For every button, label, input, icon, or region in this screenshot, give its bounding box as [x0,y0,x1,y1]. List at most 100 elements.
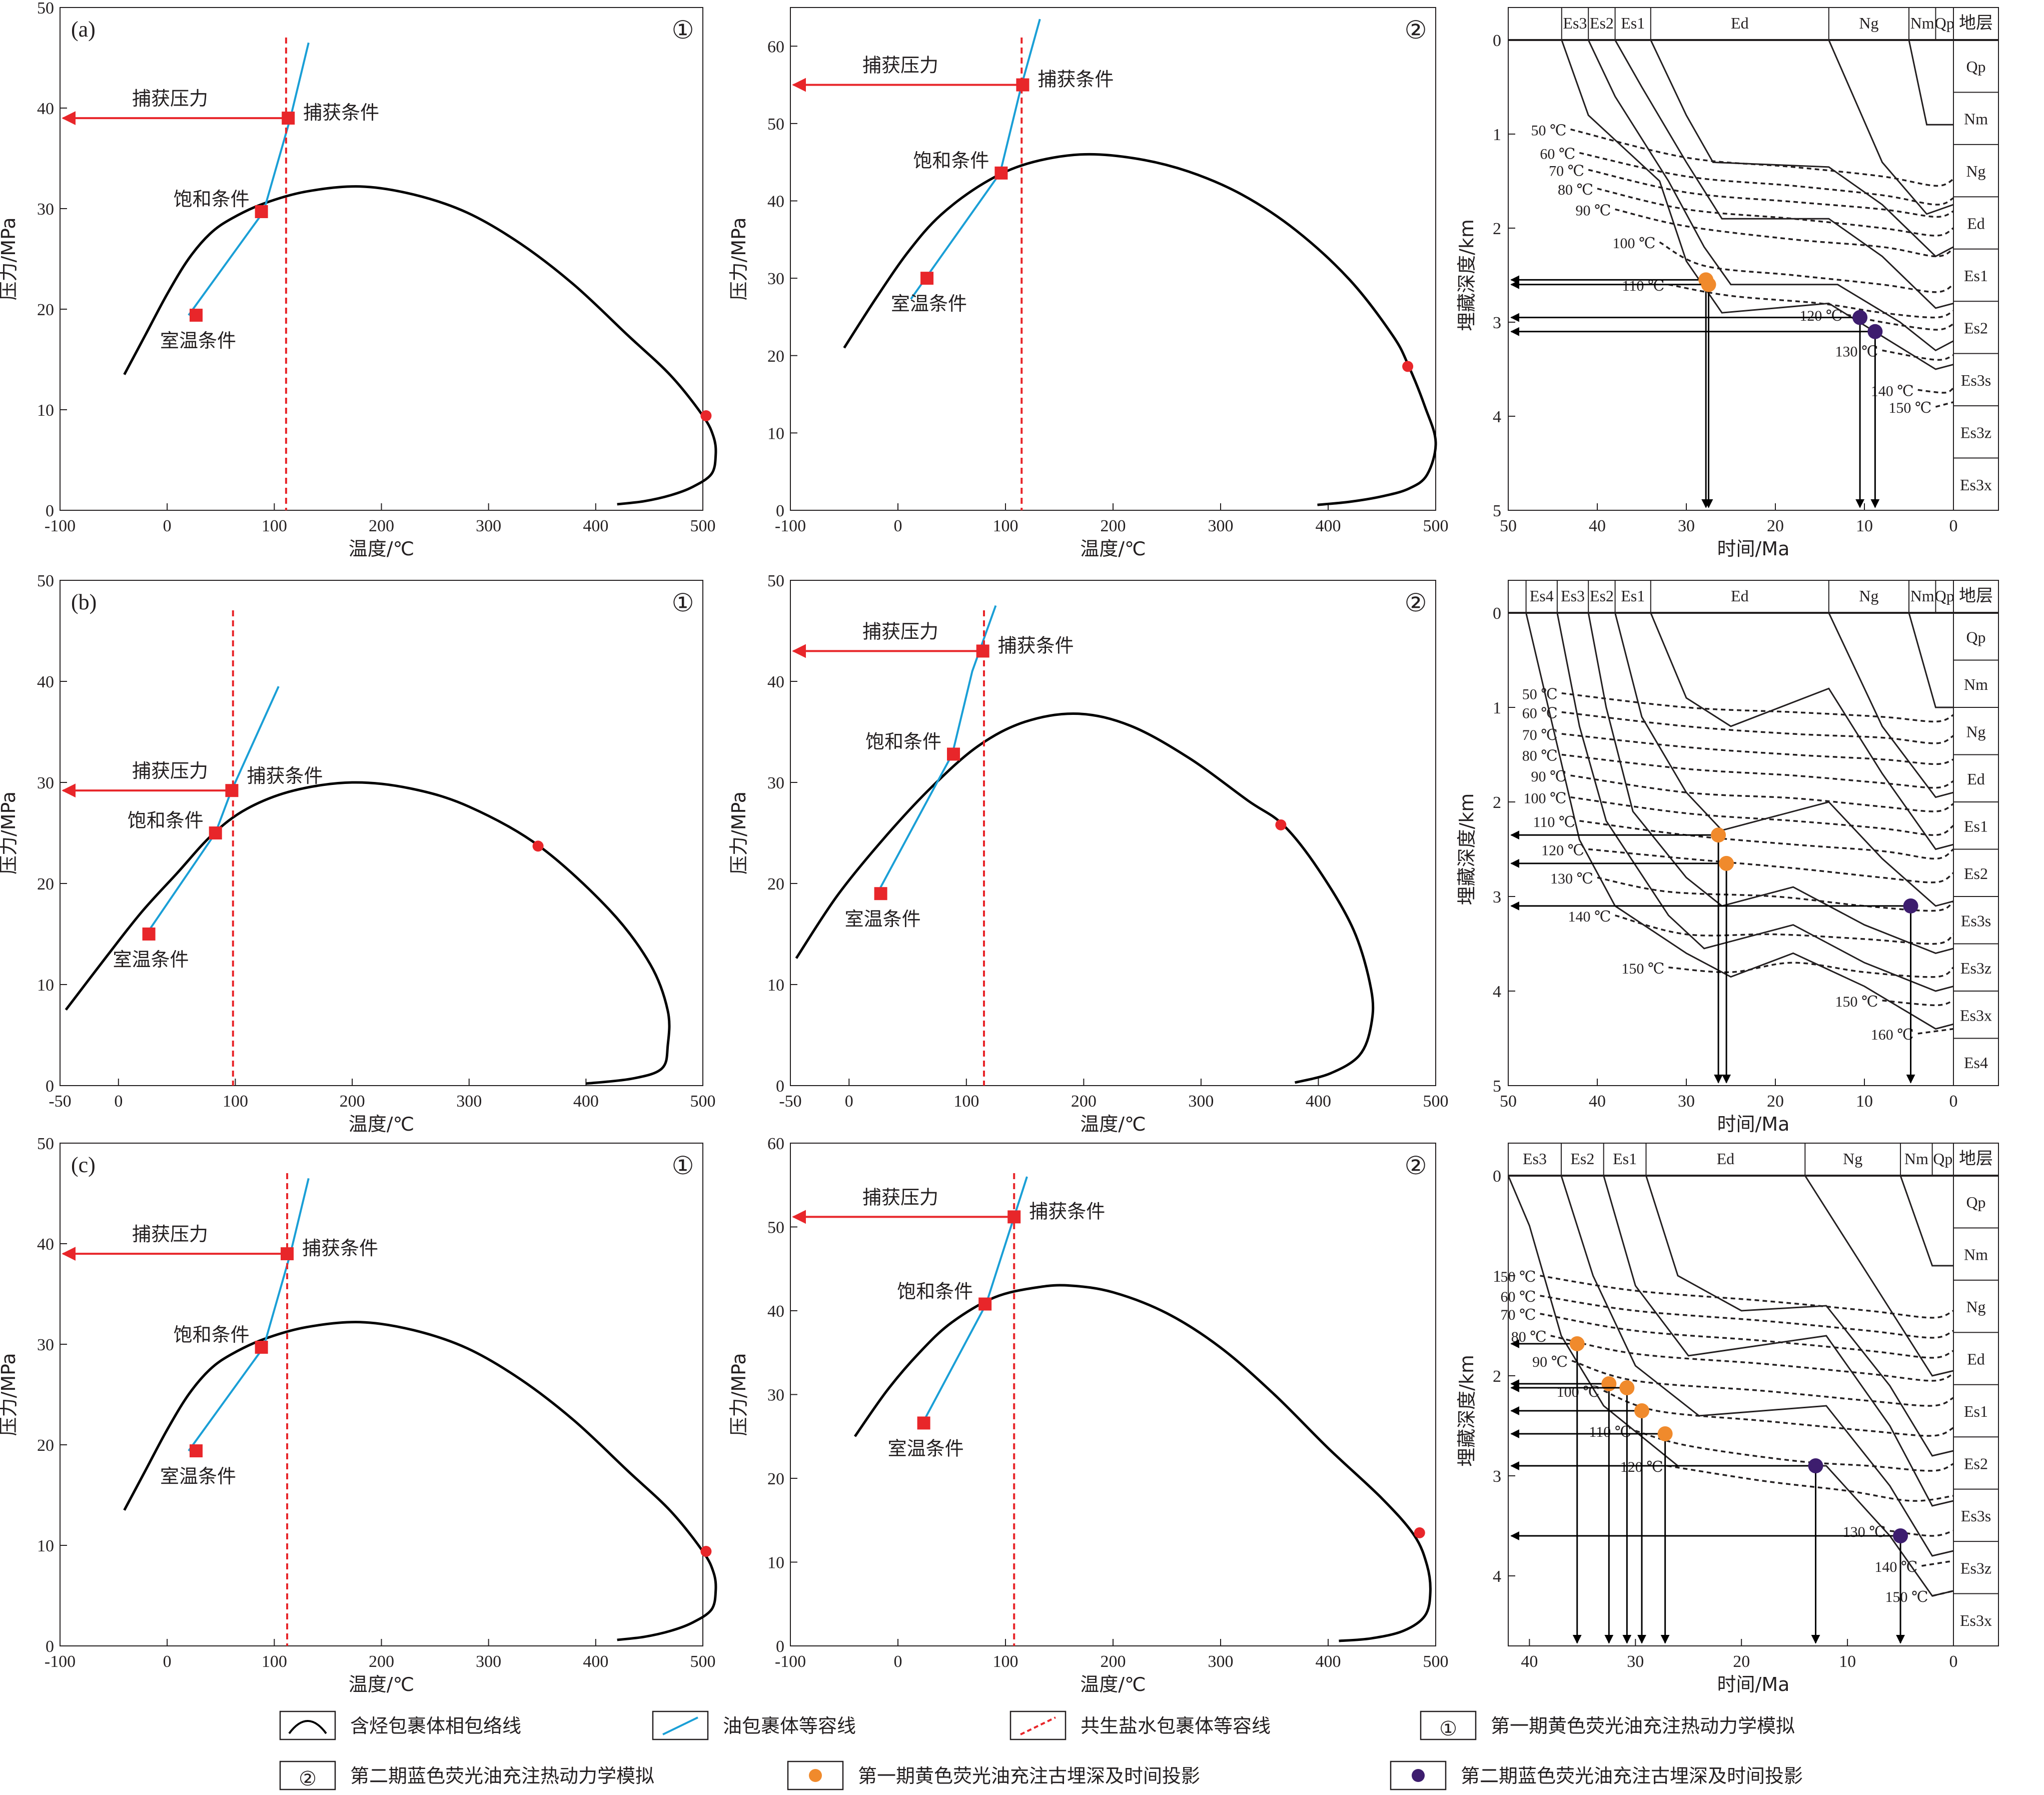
trap-condition-label: 捕获条件 [1038,69,1114,91]
legend-label: 第一期黄色荧光油充注古埋深及时间投影 [858,1765,1200,1787]
isotherm-line [1668,284,1954,319]
isotherm-line [1597,876,1954,912]
stratum-label: Es2 [1964,319,1988,337]
y-tick-label: 30 [37,774,54,792]
top-unit-label: Nm [1910,587,1934,605]
plot-frame [1508,7,1999,511]
room-label: 室温条件 [845,908,921,930]
isotherm-label: 60 ℃ [1522,705,1558,721]
stage2-charge-dot [1903,898,1918,914]
x-axis-label: 时间/Ma [1717,1673,1790,1695]
room-label: 室温条件 [113,949,189,971]
stage2-charge-dot [1852,310,1868,325]
x-tick-label: 40 [1521,1652,1538,1671]
stage1-charge-dot [1701,277,1716,292]
isotherm-label: 140 ℃ [1568,909,1611,925]
y-tick-label: 10 [37,401,54,420]
panel-label: (c) [71,1153,96,1177]
burial-horizon-line [1614,40,1954,309]
isotherm-line [1667,1465,1954,1502]
isotherm-label: 100 ℃ [1613,235,1656,252]
y-tick-label: 50 [767,115,784,134]
isotherm-label: 130 ℃ [1835,343,1878,360]
y-axis-label: 压力/MPa [0,1353,20,1436]
isotherm-label: 90 ℃ [1531,768,1567,785]
legend-label: 第二期蓝色荧光油充注热动力学模拟 [350,1765,654,1787]
top-unit-label: Qp [1935,587,1954,605]
isotherm-label: 150 ℃ [1885,1589,1928,1605]
x-axis-label: 温度/℃ [349,1113,414,1135]
legend: 含烃包裹体相包络线 油包裹体等容线 共生盐水包裹体等容线 ① 第一期黄色荧光油充注热动力… [279,1710,1803,1790]
y-tick-label: 50 [767,572,784,590]
y-tick-label: 50 [767,1219,784,1237]
isotherm-line [1603,1390,1954,1437]
trap-condition-label: 捕获条件 [303,102,379,124]
stratum-label: Es2 [1964,1454,1988,1472]
phase-envelope-line [65,781,671,1085]
isotherm-line [1882,349,1954,361]
room-label: 室温条件 [888,1437,964,1459]
burial-horizon-line [1828,40,1954,215]
legend-swatch-box [652,1710,709,1740]
stratum-label: Ed [1967,215,1985,233]
legend-label: 油包裹体等容线 [723,1715,856,1737]
stratum-label: Es3z [1960,1559,1991,1577]
burial-horizon-line [1645,1175,1954,1457]
x-tick-label: 0 [114,1092,123,1111]
isotherm-label: 150 ℃ [1888,400,1931,416]
y-tick-label: 1 [1493,699,1501,717]
burial-horizon-line [1556,612,1954,992]
trapping-point [1007,1210,1021,1224]
x-tick-label: 100 [993,517,1018,535]
x-tick-label: 100 [993,1652,1018,1671]
stratum-label: Qp [1966,628,1985,646]
x-tick-label: 50 [1500,1092,1517,1111]
x-tick-label: 500 [1423,1092,1449,1111]
y-tick-label: 60 [767,1135,784,1153]
legend-swatch-box [279,1760,336,1790]
x-tick-label: 0 [845,1092,853,1111]
top-unit-label: Nm [1910,14,1934,32]
stage1-charge-dot [1619,1380,1635,1395]
isotherm-label: 70 ℃ [1549,163,1584,179]
room-point [189,1444,203,1458]
saturation-label: 饱和条件 [913,150,989,172]
x-tick-label: 100 [953,1092,979,1111]
x-axis-label: 温度/℃ [1080,538,1146,560]
isotherm-label: 140 ℃ [1871,383,1914,399]
stage1-charge-dot [1634,1403,1649,1418]
saturation-point [209,826,222,839]
room-point [189,309,203,322]
stratum-label: Es1 [1964,1402,1988,1420]
isotherm-label: 70 ℃ [1522,727,1558,743]
stratum-header: 地层 [1959,586,1993,606]
stratum-label: Es3s [1961,912,1991,930]
trap-pressure-label: 捕获压力 [862,55,938,77]
stratum-label: Ed [1967,1350,1985,1368]
stratum-label: Es4 [1964,1054,1988,1072]
stage1-charge-dot [1657,1426,1673,1441]
burial-horizon-line [1560,1175,1954,1557]
y-tick-label: 30 [767,270,784,288]
burial-horizon-line [1804,1175,1954,1377]
x-axis-label: 温度/℃ [349,1673,414,1695]
plot-frame [60,1143,703,1646]
top-unit-label: Qp [1935,14,1954,32]
trapping-point [1016,78,1030,92]
stratum-label: Qp [1966,58,1985,76]
isotherm-label: 80 ℃ [1511,1329,1547,1345]
x-tick-label: 100 [223,1092,248,1111]
top-unit-label: Qp [1933,1150,1952,1168]
y-tick-label: 40 [767,673,784,691]
y-tick-label: 5 [1493,1077,1501,1096]
legend-stage2-dot [1412,1769,1425,1782]
x-tick-label: 500 [1423,517,1449,535]
saturation-label: 饱和条件 [897,1281,973,1303]
isotherm-label: 60 ℃ [1540,146,1575,163]
stage2-charge-dot [1867,324,1883,339]
y-tick-label: 0 [46,1077,54,1096]
x-tick-label: 400 [1316,1652,1341,1671]
y-tick-label: 20 [37,1436,54,1455]
isotherm-label: 80 ℃ [1558,182,1593,198]
x-axis-label: 时间/Ma [1717,538,1790,560]
